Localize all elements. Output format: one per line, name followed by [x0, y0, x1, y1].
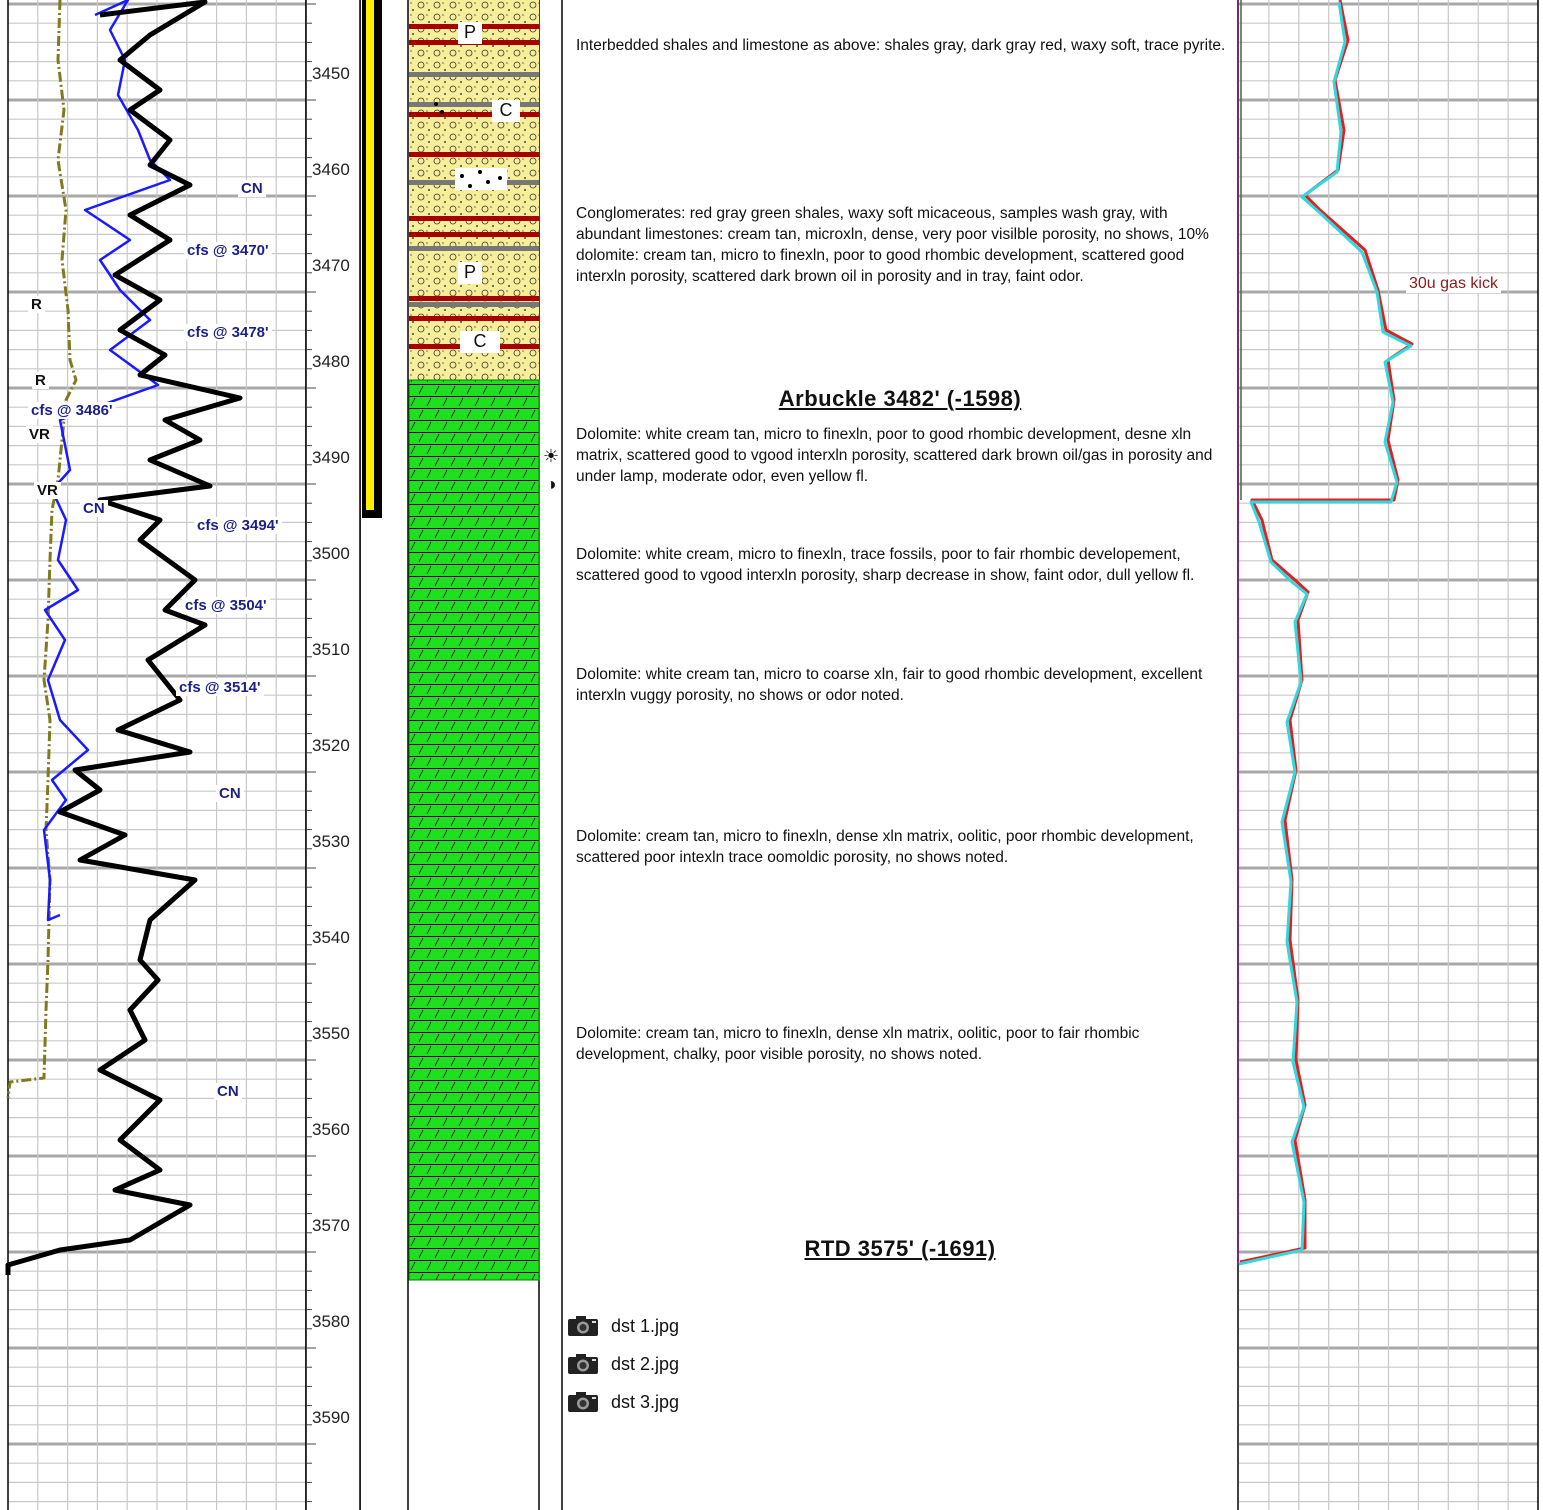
depth-label: 3520: [312, 736, 358, 756]
gray-shale-band: [409, 102, 539, 107]
formation-top-arbuckle: Arbuckle 3482' (-1598): [778, 386, 1022, 411]
depth-label: 3510: [312, 640, 358, 660]
lithology-description: Dolomite: white cream tan, micro to coar…: [576, 666, 1203, 704]
depth-label: 3590: [312, 1408, 358, 1428]
red-shale-band: [409, 216, 539, 221]
gray-shale-band: [409, 246, 539, 251]
lithology-description: Interbedded shales and limestone as abov…: [576, 37, 1226, 54]
depth-label: 3450: [312, 64, 358, 84]
curve-label-r: R: [28, 296, 45, 313]
chert-patch: [455, 168, 507, 190]
lithology-description: Dolomite: cream tan, micro to finexln, d…: [576, 1025, 1140, 1063]
gamma-ray-curve: [5, 0, 243, 1275]
red-shale-band: [409, 296, 539, 301]
depth-label: 3560: [312, 1120, 358, 1140]
depth-label: 3580: [312, 1312, 358, 1332]
red-shale-band: [409, 112, 539, 117]
depth-label: 3540: [312, 928, 358, 948]
photo-link-dst-2[interactable]: dst 2.jpg: [567, 1351, 679, 1377]
photo-link-dst-3[interactable]: dst 3.jpg: [567, 1389, 679, 1415]
red-shale-band: [409, 316, 539, 321]
photo-filename: dst 2.jpg: [611, 1353, 680, 1374]
rtd-marker: RTD 3575' (-1691): [804, 1236, 996, 1261]
depth-label: 3570: [312, 1216, 358, 1236]
depth-label: 3500: [312, 544, 358, 564]
cfs-label: cfs @ 3494': [194, 517, 282, 534]
curve-label-vr: VR: [26, 426, 53, 443]
lithology-description: Conglomerates: red gray green shales, wa…: [576, 205, 1209, 285]
depth-label: 3490: [312, 448, 358, 468]
right-track-grid: [1239, 0, 1538, 1510]
curve-label-vr: VR: [34, 482, 61, 499]
chert-dot: [434, 102, 438, 106]
camera-icon: [568, 1392, 598, 1412]
lithology-description: Dolomite: white cream tan, micro to fine…: [576, 426, 1213, 485]
cfs-label: cfs @ 3478': [184, 324, 272, 341]
red-shale-band: [409, 152, 539, 157]
lith-symbol-c: C: [492, 100, 520, 122]
cfs-label: cfs @ 3514': [176, 679, 264, 696]
resistivity-curve: [6, 0, 78, 1099]
depth-label: 3480: [312, 352, 358, 372]
cfs-label: cfs @ 3486': [28, 402, 116, 419]
gas-chromatograph-curve: [1238, 1, 1413, 1266]
depth-label: 3550: [312, 1024, 358, 1044]
sp-curve: [42, 0, 172, 922]
oil-show-sun-icon: ☀: [542, 446, 560, 466]
camera-icon: [568, 1316, 598, 1336]
lith-symbol-c: C: [460, 331, 500, 353]
depth-label: 3470: [312, 256, 358, 276]
cfs-label: cfs @ 3470': [184, 242, 272, 259]
curve-label-r: R: [32, 372, 49, 389]
penetration-bar-border: [372, 0, 382, 518]
gray-shale-band: [409, 72, 539, 77]
gray-shale-band: [409, 302, 539, 307]
log-curves: [5, 0, 1414, 1275]
curve-label-cn: CN: [214, 1083, 242, 1100]
photo-filename: dst 3.jpg: [611, 1391, 680, 1412]
oil-show-half-circle-icon: ◑: [545, 474, 557, 494]
chert-dot: [498, 176, 502, 180]
chert-dot: [486, 180, 490, 184]
lithology-description: Dolomite: white cream, micro to finexln,…: [576, 546, 1195, 584]
chert-dot: [460, 174, 464, 178]
chert-dot: [478, 170, 482, 174]
lith-symbol-p: P: [458, 262, 482, 284]
red-shale-band: [409, 232, 539, 237]
curve-label-cn: CN: [216, 785, 244, 802]
dolomite-outline: [408, 379, 540, 1281]
depth-label: 3530: [312, 832, 358, 852]
chert-dot: [440, 110, 444, 114]
gas-total-curve: [1239, 0, 1414, 1264]
depth-label: 3460: [312, 160, 358, 180]
photo-filename: dst 1.jpg: [611, 1315, 680, 1336]
dolomite-block: [409, 380, 539, 1280]
photo-link-dst-1[interactable]: dst 1.jpg: [567, 1313, 679, 1339]
chert-dot: [468, 184, 472, 188]
cfs-label: cfs @ 3504': [182, 597, 270, 614]
lithology-column: [408, 0, 540, 1281]
curve-label-cn: CN: [238, 180, 266, 197]
lithology-description: Dolomite: cream tan, micro to finexln, d…: [576, 828, 1194, 866]
gas-kick-annotation: 30u gas kick: [1406, 275, 1501, 293]
penetration-bar: [366, 0, 374, 510]
lith-symbol-p: P: [458, 22, 482, 44]
curve-label-cn: CN: [80, 500, 108, 517]
camera-icon: [568, 1354, 598, 1374]
